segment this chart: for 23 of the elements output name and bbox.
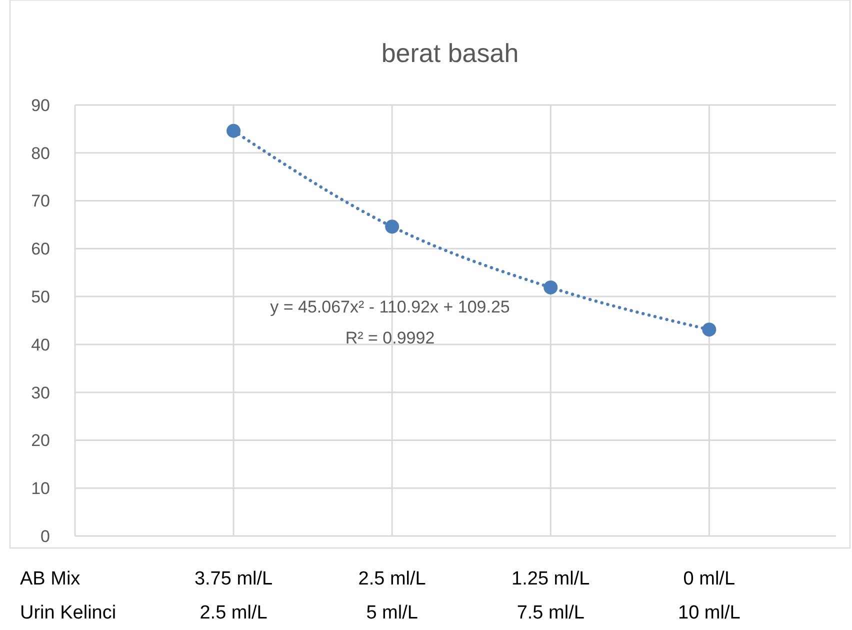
annotation: y = 45.067x² - 110.92x + 109.25	[270, 298, 510, 317]
y-tick-label: 60	[31, 240, 50, 259]
chart-title: berat basah	[381, 38, 519, 68]
y-tick-label: 50	[31, 288, 50, 307]
x-tick-label: 2.5 ml/L 5 ml/L	[358, 568, 426, 624]
y-tick-label: 0	[40, 526, 50, 546]
annotation: R² = 0.9992	[345, 328, 435, 348]
x-tick-label: 0 ml/L 10 ml/L	[678, 568, 740, 624]
point	[702, 322, 716, 337]
text: AB Mix	[20, 568, 81, 590]
y-tick-label: 40	[31, 335, 50, 354]
point	[226, 124, 241, 138]
x-tick-label: 3.75 ml/L 2.5 ml/L	[194, 568, 273, 624]
y-tick-label: 80	[31, 144, 50, 163]
text: Urin Kelinci	[20, 602, 116, 624]
y-tick-label: 70	[31, 192, 50, 211]
x-tick-label: 1.25 ml/L 7.5 ml/L	[512, 568, 590, 624]
point	[544, 280, 558, 294]
y-tick-label: 30	[31, 383, 50, 402]
y-tick-label: 90	[31, 96, 50, 115]
y-tick-label: 20	[31, 431, 50, 450]
point	[385, 220, 400, 234]
y-tick-label: 10	[31, 479, 50, 498]
